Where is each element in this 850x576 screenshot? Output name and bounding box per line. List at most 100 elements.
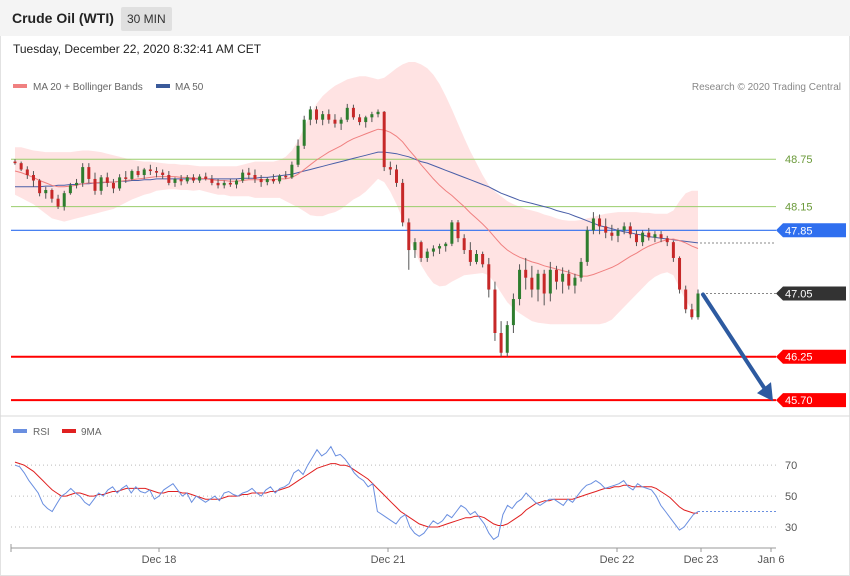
candle-bullish	[308, 109, 312, 120]
last-price-label: 47.05	[785, 289, 813, 301]
candle-bullish	[130, 171, 134, 179]
candle-bearish	[284, 175, 288, 178]
candle-bearish	[542, 273, 546, 294]
candle-bullish	[616, 230, 620, 236]
candlesticks	[13, 103, 700, 357]
rsi-panel: 70 50 30	[11, 445, 797, 541]
candle-bullish	[302, 119, 306, 146]
candle-bullish	[44, 190, 48, 194]
ma20-legend-swatch	[13, 84, 27, 88]
resistance-label: 48.75	[785, 154, 813, 166]
candle-bearish	[25, 169, 29, 175]
candle-bearish	[382, 111, 386, 168]
support-tag	[776, 349, 846, 364]
candle-bullish	[81, 167, 85, 183]
candle-bearish	[259, 178, 263, 183]
candle-bullish	[278, 175, 282, 182]
candle-bearish	[628, 226, 632, 235]
candle-bearish	[161, 172, 165, 175]
candle-bullish	[591, 218, 595, 231]
candle-bullish	[450, 222, 454, 244]
candle-bullish	[75, 182, 79, 186]
candle-bearish	[179, 178, 183, 182]
candle-bullish	[376, 111, 380, 115]
candle-bullish	[511, 299, 515, 326]
candle-bullish	[241, 172, 245, 181]
support-tag	[776, 393, 846, 408]
candle-bullish	[425, 251, 429, 258]
candle-bullish	[345, 107, 349, 120]
candle-bearish	[148, 169, 152, 172]
candle-bullish	[579, 261, 583, 278]
candle-bullish	[585, 230, 589, 262]
candle-bearish	[401, 182, 405, 223]
candle-bullish	[198, 176, 202, 181]
chart-header: Crude Oil (WTI) 30 MIN	[0, 0, 850, 36]
pivot-label: 47.85	[785, 225, 813, 237]
candle-bearish	[610, 232, 614, 236]
candle-bearish	[19, 163, 23, 170]
candle-bearish	[247, 172, 251, 175]
candle-bullish	[474, 254, 478, 262]
candle-bearish	[136, 171, 140, 175]
candle-bullish	[68, 185, 72, 194]
candle-bearish	[167, 175, 171, 183]
candle-bullish	[548, 269, 552, 294]
candle-bullish	[290, 164, 294, 178]
timeframe-badge[interactable]: 30 MIN	[121, 7, 172, 31]
timestamp: Tuesday, December 22, 2020 8:32:41 AM CE…	[13, 42, 262, 56]
candle-bullish	[573, 277, 577, 286]
candle-bearish	[524, 269, 528, 278]
candle-bearish	[394, 169, 398, 183]
candle-bearish	[462, 238, 466, 251]
candle-bullish	[370, 114, 374, 118]
candle-bearish	[56, 198, 60, 207]
candle-bullish	[185, 177, 189, 182]
candle-bullish	[536, 273, 540, 290]
x-tick-label: Jan 6	[758, 554, 785, 566]
candle-bullish	[518, 269, 522, 300]
candle-bearish	[530, 277, 534, 290]
candle-bearish	[690, 309, 694, 318]
rsi-legend-label: RSI	[33, 427, 50, 438]
instrument-title: Crude Oil (WTI)	[12, 10, 114, 26]
support-label: 46.25	[785, 352, 813, 364]
support-label: 45.70	[785, 395, 813, 407]
rsi-ma-legend-swatch	[62, 429, 76, 433]
candle-bearish	[499, 333, 503, 353]
candle-bearish	[50, 190, 54, 199]
candle-bullish	[696, 293, 700, 318]
candle-bearish	[647, 232, 651, 238]
forecast-arrow-head	[757, 382, 773, 402]
candle-bearish	[684, 289, 688, 310]
candle-bearish	[659, 234, 663, 239]
candle-bearish	[554, 269, 558, 282]
candle-bullish	[265, 178, 269, 183]
candle-bullish	[339, 119, 343, 124]
last-price-tag	[776, 286, 846, 301]
candle-bearish	[155, 171, 159, 173]
candle-bearish	[38, 180, 42, 194]
candle-bearish	[493, 289, 497, 333]
candle-bullish	[438, 246, 442, 249]
candle-bullish	[505, 325, 509, 353]
pivot-tag	[776, 223, 846, 238]
candle-bearish	[419, 242, 423, 258]
rsi-tick-label: 50	[785, 491, 797, 503]
candle-bearish	[671, 242, 675, 258]
price-tags: 48.75 48.15 47.85 47.05 46.25 45.70	[776, 154, 846, 408]
candle-bearish	[124, 177, 128, 179]
candle-bearish	[665, 238, 669, 243]
candle-bullish	[118, 177, 122, 189]
candle-bearish	[210, 178, 214, 183]
ma20-line	[14, 128, 699, 277]
bollinger-band-fill	[15, 62, 698, 325]
candle-bearish	[468, 250, 472, 262]
rsi-tick-label: 70	[785, 460, 797, 472]
candle-bearish	[253, 175, 257, 179]
candle-bullish	[641, 232, 645, 243]
candle-bullish	[321, 114, 325, 120]
candle-bullish	[653, 234, 657, 238]
candle-bullish	[364, 117, 368, 123]
